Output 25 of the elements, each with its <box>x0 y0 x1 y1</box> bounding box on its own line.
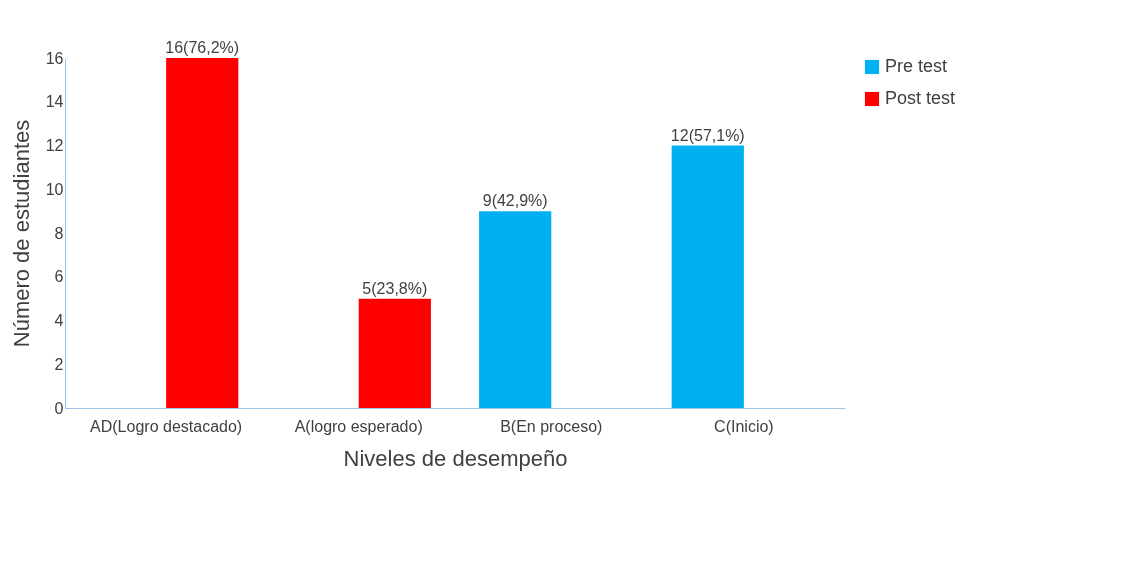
y-tick-label: 0 <box>54 399 64 417</box>
y-tick-label: 8 <box>54 224 64 242</box>
x-axis-title: Niveles de desempeño <box>343 445 568 471</box>
data-label: 5(23,8%) <box>362 279 428 297</box>
bar <box>671 145 744 408</box>
data-label: 16(76,2%) <box>165 39 240 56</box>
y-tick-label: 12 <box>45 137 64 154</box>
bar <box>479 211 552 408</box>
x-tick-label: C(Inicio) <box>714 417 774 435</box>
y-tick-label: 14 <box>45 93 64 111</box>
x-tick-label: B(En proceso) <box>500 417 603 435</box>
y-tick-label: 4 <box>54 312 64 329</box>
x-tick-label: AD(Logro destacado) <box>90 417 243 435</box>
legend-label: Pre test <box>885 56 948 76</box>
y-tick-label: 16 <box>45 49 64 67</box>
data-label: 12(57,1%) <box>670 126 745 144</box>
x-tick-label: A(logro esperado) <box>294 417 423 435</box>
y-tick-label: 10 <box>45 180 64 198</box>
y-tick-label: 6 <box>54 268 64 286</box>
bar <box>166 58 239 408</box>
bar <box>358 298 431 408</box>
legend-label: Post test <box>885 88 956 108</box>
y-axis-title: Número de estudiantes <box>8 119 34 348</box>
y-tick-label: 2 <box>54 355 64 373</box>
data-label: 9(42,9%) <box>482 192 548 210</box>
